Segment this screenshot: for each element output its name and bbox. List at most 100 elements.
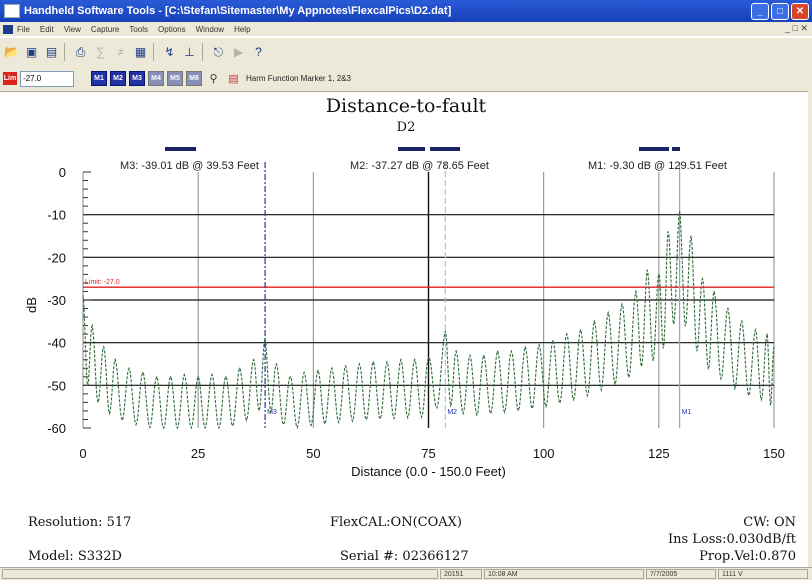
trace-peak-point <box>607 312 609 314</box>
trace-peak-point <box>372 361 374 363</box>
chart-title: Distance-to-fault <box>325 95 487 117</box>
menu-file[interactable]: File <box>17 24 30 34</box>
maximize-button[interactable]: □ <box>771 3 789 20</box>
marker-button-m2[interactable]: M2 <box>110 71 126 86</box>
trace-peak-point <box>713 290 715 293</box>
menu-help[interactable]: Help <box>234 24 251 34</box>
mdi-controls[interactable]: _ □ ✕ <box>785 23 808 33</box>
document-icon[interactable] <box>3 24 13 34</box>
trace-peak-point <box>183 374 185 376</box>
x-tick-label: 125 <box>648 446 670 461</box>
marker-tag-m3: M3 <box>267 409 277 416</box>
y-tick-label: -30 <box>47 293 66 308</box>
cw-text: CW: ON <box>743 515 796 530</box>
status-pane-date: 7/7/2005 <box>646 569 716 579</box>
status-pane-id: 20151 <box>440 569 482 579</box>
trace-peak-point <box>538 344 540 346</box>
trace-peak-point <box>766 333 768 335</box>
trace-peak-point <box>483 354 485 357</box>
connect-icon[interactable]: ↯ <box>164 45 175 59</box>
status-pane-main <box>2 569 438 579</box>
transfer-icon[interactable]: ▶ <box>233 45 244 59</box>
menu-capture[interactable]: Capture <box>90 24 120 34</box>
trace-peak-point <box>386 361 388 363</box>
x-tick-label: 25 <box>191 446 205 461</box>
minimize-button[interactable]: _ <box>751 3 769 20</box>
trace-peak-point <box>414 359 416 361</box>
capture-icon[interactable]: ⎋ <box>213 44 224 59</box>
marker-button-m3[interactable]: M3 <box>129 71 145 86</box>
trace-peak-point <box>678 211 681 213</box>
save-icon[interactable]: ▣ <box>25 45 38 59</box>
trace-peak-point <box>344 365 347 367</box>
trace-peak-point <box>455 350 457 352</box>
open-folder-icon[interactable]: 📂 <box>4 45 19 59</box>
toolbar-divider <box>202 43 203 61</box>
trace-peak-point <box>621 303 623 305</box>
serial-text: Serial #: 02366127 <box>340 549 469 564</box>
trace-peak-point <box>727 307 729 310</box>
y-tick-label: -10 <box>47 208 66 223</box>
trace-peak-point <box>103 346 105 348</box>
trace-peak-point <box>358 363 360 365</box>
overlay-icon[interactable]: ∑ <box>96 45 105 59</box>
trace-peak-point <box>754 329 757 331</box>
marker-readout-m2: M2: -37.27 dB @ 78.65 Feet <box>350 160 489 172</box>
marker-button-m1[interactable]: M1 <box>91 71 107 86</box>
menu-options[interactable]: Options <box>158 24 186 34</box>
trace-peak-point <box>211 374 213 376</box>
trace-peak-point <box>275 363 278 365</box>
marker-tag-m2: M2 <box>447 409 457 416</box>
peak-search-icon[interactable]: ⚲ <box>209 73 218 85</box>
trace-peak-point <box>444 330 446 332</box>
trace-peak-point <box>91 325 93 327</box>
trace-peak-point <box>264 337 266 339</box>
readout-bar <box>430 147 460 151</box>
compare-icon[interactable]: ≠ <box>117 45 124 59</box>
harmonic-marker-icon[interactable]: ▤ <box>228 73 239 85</box>
trace-peak-point <box>773 346 775 348</box>
help-icon[interactable]: ? <box>255 45 262 59</box>
trace-peak-point <box>331 367 333 369</box>
limit-input[interactable]: -27.0 <box>20 70 74 87</box>
marker-toolbar: Lim -27.0 M1 M2 M3 M4 M5 M6 ⚲ ▤ Harm Fun… <box>0 66 812 92</box>
trace-peak-point <box>635 290 637 293</box>
trace-peak-point <box>427 357 430 359</box>
print-icon[interactable]: ⎙ <box>75 44 86 59</box>
marker-button-m4[interactable]: M4 <box>148 71 164 86</box>
flexcal-text: FlexCAL:ON(COAX) <box>330 515 462 530</box>
model-text: Model: S332D <box>28 549 122 564</box>
trace-peak-point <box>566 333 568 335</box>
limit-button[interactable]: Lim <box>3 72 17 85</box>
trace-peak-point <box>579 329 582 331</box>
save-as-icon[interactable]: ▤ <box>45 45 58 59</box>
trace-peak-point <box>114 359 116 361</box>
close-button[interactable]: ✕ <box>791 3 809 20</box>
marker-button-m5[interactable]: M5 <box>167 71 183 86</box>
calculator-icon[interactable]: ▦ <box>134 45 147 59</box>
menu-bar: File Edit View Capture Tools Options Win… <box>0 22 812 36</box>
title-bar: Handheld Software Tools - [C:\Stefan\Sit… <box>0 0 812 22</box>
trace-peak-point <box>667 231 669 233</box>
x-tick-label: 50 <box>306 446 320 461</box>
trace-peak-point <box>593 320 595 322</box>
menu-window[interactable]: Window <box>195 24 225 34</box>
x-tick-label: 75 <box>421 446 435 461</box>
menu-tools[interactable]: Tools <box>129 24 149 34</box>
toolbar-divider <box>153 43 154 61</box>
marker-readout-m1: M1: -9.30 dB @ 129.51 Feet <box>588 160 727 172</box>
trace-line <box>82 211 775 430</box>
status-pane-time: 10:08 AM <box>484 569 644 579</box>
trace-peak-point <box>169 376 172 378</box>
y-tick-label: -40 <box>47 336 66 351</box>
disconnect-icon[interactable]: ⊥ <box>184 45 195 59</box>
trace-peak-point <box>197 376 199 378</box>
trace-peak-point <box>239 367 241 369</box>
menu-edit[interactable]: Edit <box>39 24 54 34</box>
marker-readout-m3: M3: -39.01 dB @ 39.53 Feet <box>120 160 259 172</box>
menu-view[interactable]: View <box>63 24 81 34</box>
marker-button-m6[interactable]: M6 <box>186 71 202 86</box>
prop-vel-text: Prop.Vel:0.870 <box>699 549 796 564</box>
trace-peak-point <box>524 346 526 348</box>
